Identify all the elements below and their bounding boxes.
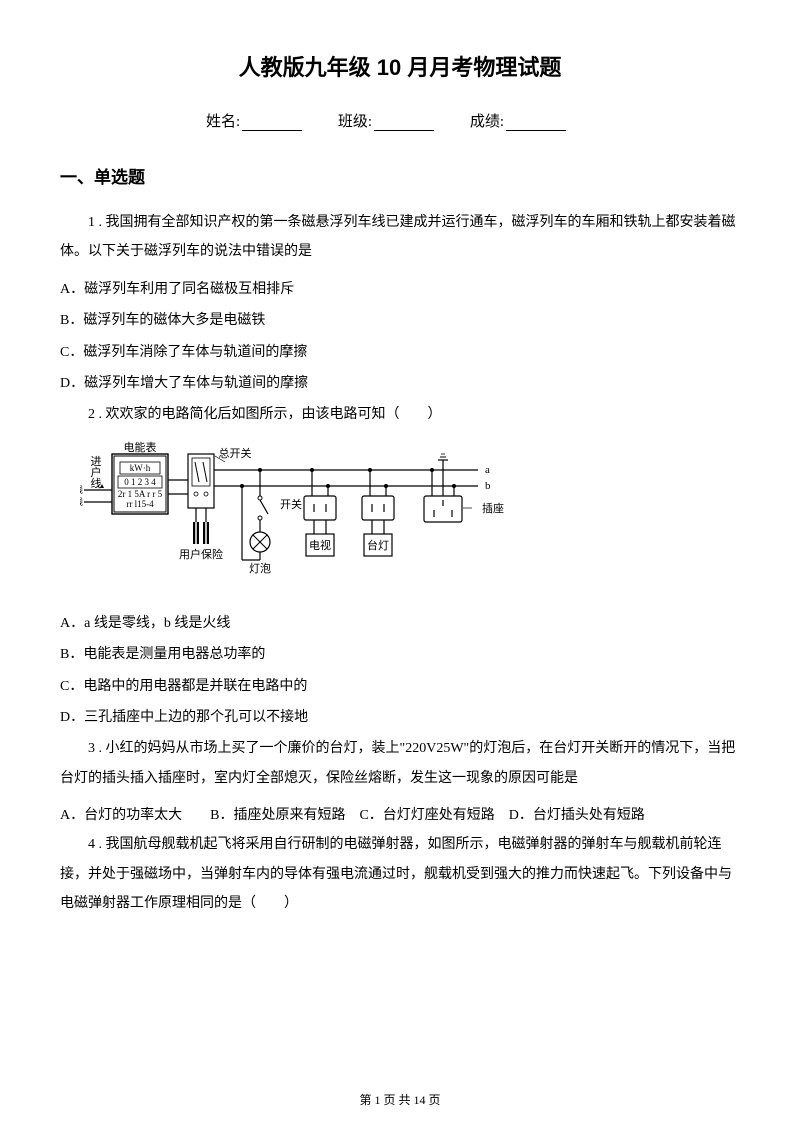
class-label: 班级: (338, 114, 372, 130)
line-b-label: b (485, 480, 491, 492)
question-2-text: 2 . 欢欢家的电路简化后如图所示，由该电路可知（ ） (60, 400, 740, 429)
page-footer: 第 1 页 共 14 页 (0, 1091, 800, 1108)
footer-total-pages: 14 (414, 1093, 426, 1107)
bulb-label: 灯泡 (249, 561, 271, 575)
score-label: 成绩: (470, 114, 504, 130)
incoming-label: 进户线 (89, 455, 102, 488)
meter-reading-label: 0 1 2 3 4 (124, 477, 156, 487)
q3-options: A．台灯的功率太大 B．插座处原来有短路 C．台灯灯座处有短路 D．台灯插头处有… (60, 801, 740, 830)
socket-label: 插座 (482, 501, 504, 515)
question-3-text: 3 . 小红的妈妈从市场上买了一个廉价的台灯，装上"220V25W"的灯泡后，在… (60, 734, 740, 793)
meter-spec1-label: 2r 1 5A r r 5 (118, 489, 163, 499)
line-a-label: a (485, 464, 490, 476)
footer-prefix: 第 (359, 1093, 374, 1107)
question-1-text: 1 . 我国拥有全部知识产权的第一条磁悬浮列车线已建成并运行通车，磁浮列车的车厢… (60, 208, 740, 267)
q1-option-a: A．磁浮列车利用了同名磁极互相排斥 (60, 275, 740, 304)
live-label: 火线 (80, 484, 83, 495)
meter-unit-label: kW·h (130, 463, 151, 473)
score-blank[interactable] (506, 116, 566, 131)
circuit-diagram: 电能表 kW·h 0 1 2 3 4 2r 1 5A r r 5 rr l15-… (80, 440, 740, 595)
q1-option-c: C．磁浮列车消除了车体与轨道间的摩擦 (60, 338, 740, 367)
tv-label: 电视 (309, 538, 331, 552)
name-label: 姓名: (206, 114, 240, 130)
meter-title-label: 电能表 (124, 440, 157, 454)
student-info-line: 姓名: 班级: 成绩: (60, 110, 740, 131)
footer-suffix: 页 (426, 1093, 441, 1107)
q1-option-b: B．磁浮列车的磁体大多是电磁铁 (60, 306, 740, 335)
section-1-heading: 一、单选题 (60, 163, 740, 188)
meter-spec2-label: rr l15-4 (126, 499, 154, 509)
name-blank[interactable] (242, 116, 302, 131)
main-switch-label: 总开关 (219, 446, 252, 460)
q2-option-a: A．a 线是零线，b 线是火线 (60, 609, 740, 638)
exam-title: 人教版九年级 10 月月考物理试题 (60, 50, 740, 82)
class-blank[interactable] (374, 116, 434, 131)
desk-lamp-label: 台灯 (367, 538, 389, 552)
question-4-text: 4 . 我国航母舰载机起飞将采用自行研制的电磁弹射器，如图所示，电磁弹射器的弹射… (60, 830, 740, 918)
footer-middle: 页 共 (380, 1093, 413, 1107)
fuse-label: 用户保险 (179, 547, 223, 561)
q2-option-d: D．三孔插座中上边的那个孔可以不接地 (60, 703, 740, 732)
q1-option-d: D．磁浮列车增大了车体与轨道间的摩擦 (60, 369, 740, 398)
q2-option-c: C．电路中的用电器都是并联在电路中的 (60, 672, 740, 701)
neutral-label: 零线 (80, 496, 83, 507)
switch-label: 开关 (280, 497, 302, 511)
q2-option-b: B．电能表是测量用电器总功率的 (60, 640, 740, 669)
